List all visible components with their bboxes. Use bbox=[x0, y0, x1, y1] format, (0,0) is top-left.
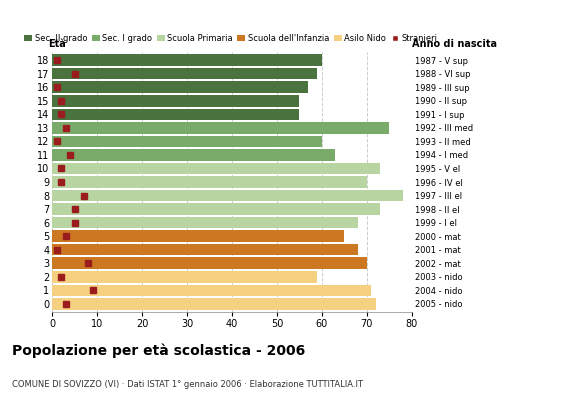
Bar bbox=[52, 54, 322, 66]
Bar bbox=[52, 163, 380, 174]
Bar bbox=[52, 149, 335, 161]
Text: Anno di nascita: Anno di nascita bbox=[412, 39, 497, 49]
Bar bbox=[52, 271, 317, 282]
Bar bbox=[52, 108, 299, 120]
Bar bbox=[52, 190, 403, 201]
Text: Età: Età bbox=[49, 39, 66, 49]
Bar bbox=[52, 258, 367, 269]
Legend: Sec. II grado, Sec. I grado, Scuola Primaria, Scuola dell'Infanzia, Asilo Nido, : Sec. II grado, Sec. I grado, Scuola Prim… bbox=[24, 34, 437, 43]
Bar bbox=[52, 95, 299, 106]
Bar bbox=[52, 176, 367, 188]
Bar bbox=[52, 68, 317, 80]
Text: COMUNE DI SOVIZZO (VI) · Dati ISTAT 1° gennaio 2006 · Elaborazione TUTTITALIA.IT: COMUNE DI SOVIZZO (VI) · Dati ISTAT 1° g… bbox=[12, 380, 362, 389]
Bar bbox=[52, 244, 358, 256]
Bar bbox=[52, 217, 358, 228]
Bar bbox=[52, 122, 389, 134]
Bar bbox=[52, 284, 371, 296]
Text: Popolazione per età scolastica - 2006: Popolazione per età scolastica - 2006 bbox=[12, 344, 305, 358]
Bar bbox=[52, 203, 380, 215]
Bar bbox=[52, 298, 376, 310]
Bar bbox=[52, 82, 309, 93]
Bar bbox=[52, 230, 345, 242]
Bar bbox=[52, 136, 322, 147]
